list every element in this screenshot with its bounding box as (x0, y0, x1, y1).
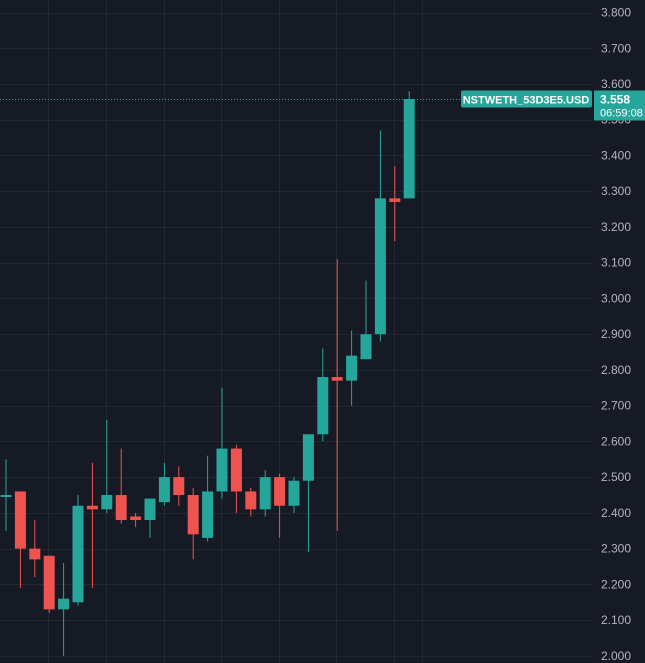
price-axis-tick-label: 3.600 (601, 77, 631, 91)
price-axis-tick-label: 2.200 (601, 577, 631, 591)
candle (173, 466, 185, 506)
candle (403, 91, 415, 199)
candle-body (403, 99, 415, 199)
candle (259, 469, 271, 517)
candle (29, 520, 41, 578)
candle (86, 462, 98, 588)
price-axis-tick-label: 2.600 (601, 434, 631, 448)
price-axis-tick-label: 3.400 (601, 148, 631, 162)
candle-body (202, 491, 214, 538)
candle-body (115, 495, 127, 521)
candle-body (0, 495, 12, 498)
price-axis-tick-label: 2.300 (601, 542, 631, 556)
candle (14, 491, 26, 588)
candle (331, 259, 343, 531)
candle-body (158, 477, 170, 503)
price-axis-tick-label: 2.900 (601, 327, 631, 341)
candle (230, 444, 242, 513)
candle (101, 419, 113, 513)
candle (346, 330, 358, 406)
candle-body (14, 491, 26, 549)
candle-body (29, 548, 41, 560)
candle (389, 166, 401, 242)
candle (187, 487, 199, 560)
candle-body (72, 505, 84, 603)
price-axis-tick-label: 2.400 (601, 506, 631, 520)
candle (317, 348, 329, 442)
bar-countdown: 06:59:08 (600, 108, 643, 120)
candle-body (288, 480, 300, 506)
candle (216, 387, 228, 499)
symbol-label-background (461, 90, 592, 108)
candle (130, 512, 142, 528)
candle-body (317, 377, 329, 435)
candle (43, 555, 55, 613)
candle-body (144, 498, 156, 521)
price-axis-tick-label: 2.700 (601, 399, 631, 413)
candle (72, 495, 84, 606)
candle (302, 434, 314, 553)
candle-body (101, 495, 113, 510)
price-axis-tick-label: 3.100 (601, 256, 631, 270)
candle (0, 459, 12, 531)
candle (288, 477, 300, 513)
candle (202, 455, 214, 542)
candle-body (216, 448, 228, 492)
candle-body (230, 448, 242, 492)
candle-body (173, 477, 185, 496)
candle-body (130, 516, 142, 521)
candle-body (389, 198, 401, 202)
candle-body (374, 198, 386, 335)
candle (158, 462, 170, 506)
candle-body (86, 505, 98, 510)
candle-body (245, 491, 257, 510)
candlestick-series (0, 91, 415, 656)
price-axis-tick-label: 3.300 (601, 184, 631, 198)
candle-body (302, 434, 314, 481)
candle-body (58, 598, 70, 610)
price-axis-tick-label: 3.000 (601, 291, 631, 305)
last-price-label-group: NSTWETH_53D3E5.USD 3.558 06:59:08 (461, 90, 645, 121)
symbol-label: NSTWETH_53D3E5.USD (463, 95, 590, 107)
price-axis-tick-label: 3.200 (601, 220, 631, 234)
candle (360, 280, 372, 360)
price-axis-tick-label: 3.800 (601, 6, 631, 20)
candle-body (259, 477, 271, 510)
candle-body (346, 355, 358, 381)
grid-lines (0, 0, 592, 663)
price-axis-tick-label: 2.000 (601, 649, 631, 663)
candle (58, 562, 70, 656)
last-price-badge-background (594, 90, 645, 121)
last-price-value: 3.558 (600, 93, 630, 107)
candle (115, 448, 127, 524)
candle-body (43, 555, 55, 610)
candle (374, 130, 386, 342)
candle (274, 473, 286, 538)
candle-body (360, 334, 372, 360)
price-axis-tick-label: 2.500 (601, 470, 631, 484)
candle (245, 487, 257, 517)
candle-body (187, 495, 199, 535)
candle (144, 498, 156, 538)
price-axis-tick-label: 2.100 (601, 613, 631, 627)
candle-body (274, 477, 286, 506)
candle-body (331, 377, 343, 381)
price-axis-tick-label: 2.800 (601, 363, 631, 377)
price-axis-tick-label: 3.700 (601, 41, 631, 55)
